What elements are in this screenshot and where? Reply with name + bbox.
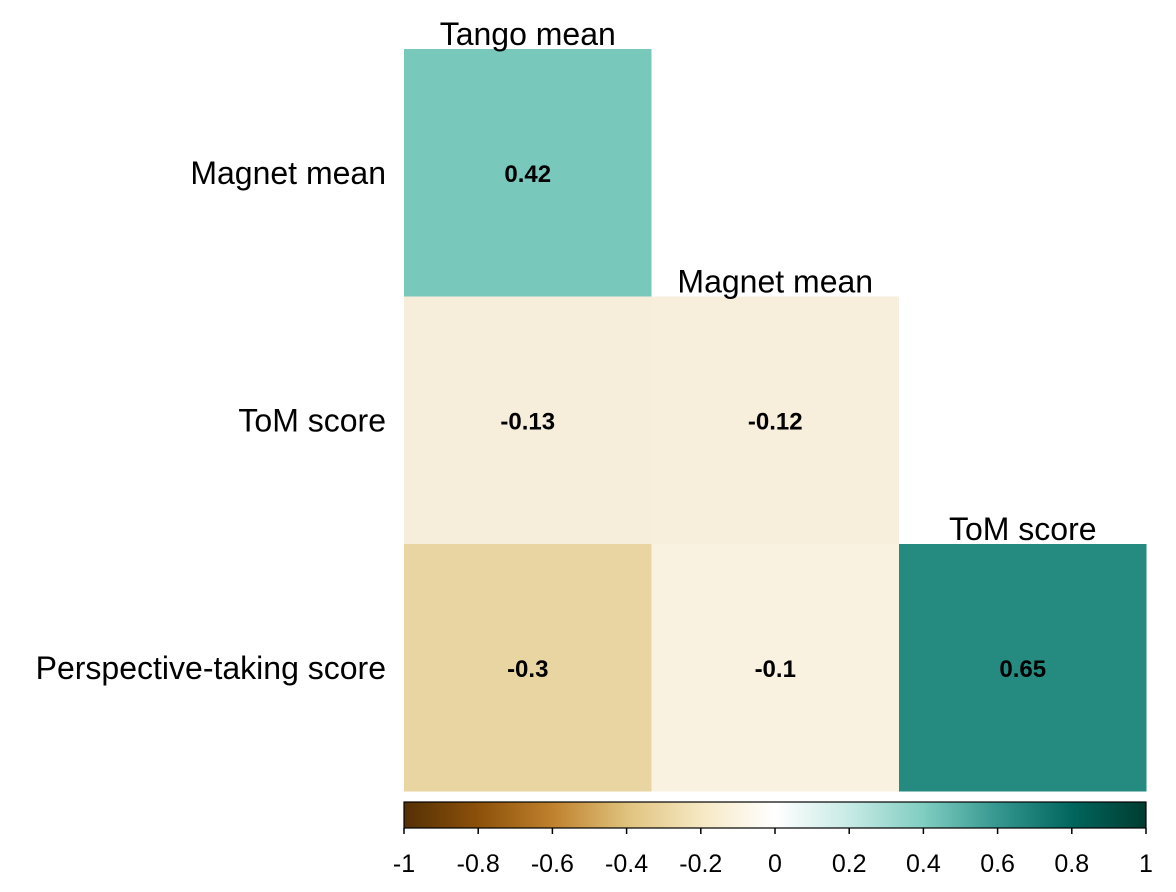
column-label: ToM score — [949, 511, 1097, 547]
cell-value-label: -0.1 — [755, 656, 796, 683]
column-labels: Tango mean Magnet mean ToM score — [440, 16, 1097, 547]
column-label: Magnet mean — [677, 264, 873, 300]
heatmap-cell — [404, 49, 652, 297]
colorbar-tick-label: 1 — [1139, 850, 1153, 878]
colorbar-tick-label: -0.6 — [531, 850, 574, 878]
row-label: ToM score — [238, 402, 386, 438]
colorbar-tick-label: -0.4 — [605, 850, 648, 878]
heatmap-cell — [404, 544, 652, 792]
colorbar-gradient-bar — [403, 801, 1147, 829]
heatmap-cell — [899, 544, 1147, 792]
colorbar — [403, 801, 1147, 829]
row-label: Magnet mean — [190, 155, 386, 191]
row-labels: Magnet mean ToM score Perspective-taking s… — [36, 155, 386, 686]
cell-value-label: -0.12 — [748, 408, 803, 435]
heatmap-cell — [404, 296, 652, 544]
row-label: Perspective-taking score — [36, 650, 386, 686]
colorbar-tick-label: -0.8 — [457, 850, 500, 878]
heatmap-cell — [651, 544, 899, 792]
colorbar-tick-label: 0.6 — [980, 850, 1015, 878]
colorbar-tick-label: 0.4 — [906, 850, 941, 878]
colorbar-tick-label: 0.8 — [1054, 850, 1089, 878]
colorbar-tick-label: -1 — [393, 850, 415, 878]
heatmap-cell — [651, 296, 899, 544]
column-label: Tango mean — [440, 16, 616, 52]
cell-value-label: -0.3 — [507, 656, 548, 683]
colorbar-tick-label: 0 — [768, 850, 782, 878]
colorbar-tick-label: 0.2 — [832, 850, 867, 878]
heatmap-cells: 0.42 -0.13 -0.12 -0.3 -0.1 0.65 — [404, 49, 1147, 792]
cell-value-label: 0.42 — [504, 161, 551, 188]
colorbar-ticks: -1 -0.8 -0.6 -0.4 -0.2 0 0.2 0.4 0.6 0.8 1 — [393, 828, 1153, 878]
cell-value-label: -0.13 — [500, 408, 555, 435]
colorbar-tick-label: -0.2 — [679, 850, 722, 878]
cell-value-label: 0.65 — [999, 656, 1046, 683]
